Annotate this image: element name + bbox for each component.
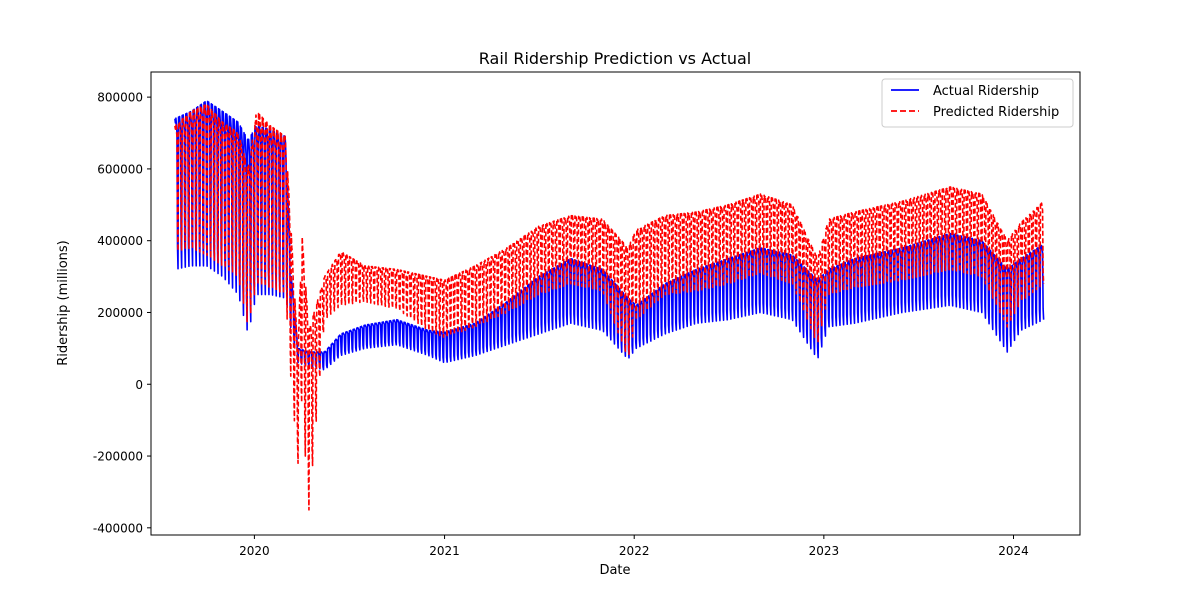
y-tick-label: -400000 (93, 521, 143, 535)
y-tick-label: 400000 (97, 234, 143, 248)
plot-lines (174, 100, 1045, 511)
y-tick-label: -200000 (93, 450, 143, 464)
x-tick-label: 2023 (809, 544, 840, 558)
y-tick-label: 600000 (97, 162, 143, 176)
x-tick-label: 2020 (239, 544, 270, 558)
plot-frame (150, 71, 1081, 536)
x-tick-label: 2021 (429, 544, 460, 558)
series-predicted-line (174, 104, 1045, 511)
legend: Actual Ridership Predicted Ridership (881, 78, 1074, 128)
y-axis-ticks: -400000 -200000 0 200000 400000 600000 800000 (93, 91, 151, 535)
legend-actual-label: Actual Ridership (933, 84, 1039, 99)
chart-title: Rail Ridership Prediction vs Actual (479, 49, 751, 68)
y-tick-label: 200000 (97, 306, 143, 320)
legend-predicted-label: Predicted Ridership (933, 105, 1059, 120)
legend-box (881, 78, 1074, 128)
y-tick-label: 0 (135, 378, 143, 392)
x-tick-label: 2022 (619, 544, 650, 558)
y-axis-label: Ridership (millions) (56, 240, 71, 365)
x-tick-label: 2024 (998, 544, 1029, 558)
x-axis-label: Date (599, 563, 630, 578)
x-axis-ticks: 2020 2021 2022 2023 2024 (239, 535, 1029, 558)
y-tick-label: 800000 (97, 91, 143, 105)
